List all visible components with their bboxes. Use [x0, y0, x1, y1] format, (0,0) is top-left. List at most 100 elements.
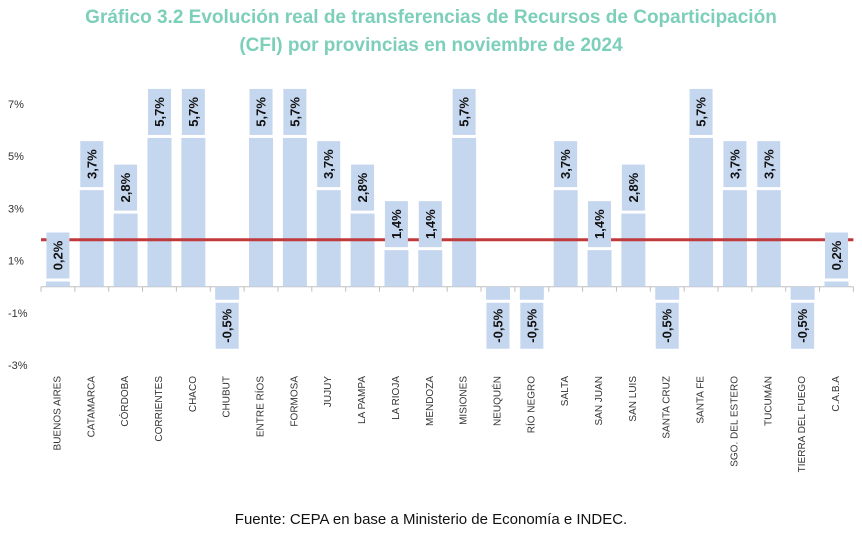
- bar-chart: 7% 5% 3% 1% -1% -3% 0,2% 3,7% 2,8% 5,7% 5,7% -0,5%…: [8, 88, 854, 473]
- data-label: 3,7%: [321, 149, 336, 179]
- data-label: 5,7%: [457, 97, 472, 127]
- bar: [45, 281, 70, 287]
- x-tick-label: TUCUMÁN: [761, 376, 774, 426]
- bar: [689, 137, 714, 287]
- x-tick-label: NEUQUÉN: [490, 376, 503, 426]
- data-label-box: [723, 141, 747, 188]
- source-note: Fuente: CEPA en base a Ministerio de Eco…: [234, 511, 628, 528]
- x-tick-label: MISIONES: [459, 376, 470, 425]
- data-label-box: [486, 302, 510, 349]
- x-tick-label: SAN LUIS: [628, 376, 639, 422]
- data-label: 3,7%: [761, 149, 776, 179]
- data-label: -0,5%: [524, 308, 539, 342]
- bar: [621, 213, 646, 287]
- y-axis: 7% 5% 3% 1% -1% -3%: [8, 99, 854, 372]
- x-tick-label: LA PAMPA: [357, 376, 368, 424]
- chart-subtitle: (CFI) por provincias en noviembre de 202…: [239, 35, 623, 56]
- data-label-box: [147, 88, 171, 135]
- bar: [452, 137, 477, 287]
- bar: [249, 137, 274, 287]
- x-tick-label: SANTA CRUZ: [662, 376, 673, 439]
- bar: [147, 137, 172, 287]
- bar: [655, 286, 680, 300]
- data-label: 1,4%: [423, 209, 438, 239]
- data-label-box: [80, 141, 104, 188]
- x-tick-label: C.A.B.A: [831, 376, 842, 412]
- data-label: 0,2%: [50, 240, 65, 270]
- data-label-box: [554, 141, 578, 188]
- data-label: -0,5%: [490, 308, 505, 342]
- data-label-box: [520, 302, 544, 349]
- y-tick-label: 1%: [8, 256, 24, 268]
- x-tick-label: BUENOS AIRES: [52, 376, 63, 451]
- data-labels-group: 0,2% 3,7% 2,8% 5,7% 5,7% -0,5% 5,7% 5,7% 3,7% 2,8…: [46, 88, 848, 349]
- data-label: 5,7%: [152, 97, 167, 127]
- data-label: 1,4%: [592, 209, 607, 239]
- bar: [519, 286, 544, 300]
- data-label: 3,7%: [84, 149, 99, 179]
- bar: [384, 250, 409, 287]
- y-tick-label: 5%: [8, 151, 24, 163]
- data-label: -0,5%: [220, 308, 235, 342]
- data-label-box: [689, 88, 713, 135]
- x-tick-label: CORRIENTES: [154, 376, 165, 442]
- data-label-box: [181, 88, 205, 135]
- x-tick-label: ENTRE RÍOS: [254, 376, 267, 437]
- data-label-box: [655, 302, 679, 349]
- bar: [215, 286, 240, 300]
- data-label-box: [588, 201, 612, 248]
- bar: [587, 250, 612, 287]
- x-tick-label: SGO. DEL ESTERO: [729, 376, 740, 467]
- y-tick-label: 3%: [8, 203, 24, 215]
- x-tick-label: SAN JUAN: [594, 376, 605, 425]
- data-label: -0,5%: [795, 308, 810, 342]
- x-tick-label: TIERRA DEL FUEGO: [797, 376, 808, 473]
- data-label-box: [418, 201, 442, 248]
- x-tick-label: LA RIOJA: [391, 376, 402, 420]
- bar: [181, 137, 206, 287]
- data-label: 2,8%: [626, 172, 641, 202]
- data-label: 5,7%: [287, 97, 302, 127]
- data-label-box: [621, 164, 645, 211]
- bar: [350, 213, 375, 287]
- y-tick-label: 7%: [8, 99, 24, 111]
- x-tick-label: SALTA: [560, 376, 571, 407]
- x-tick-label: FORMOSA: [289, 376, 300, 427]
- x-tick-label: CHACO: [188, 376, 199, 412]
- bar: [485, 286, 510, 300]
- data-label: 1,4%: [389, 209, 404, 239]
- x-tick-label: CATAMARCA: [86, 376, 97, 438]
- bar: [418, 250, 443, 287]
- chart-title: Gráfico 3.2 Evolución real de transferen…: [85, 7, 777, 28]
- data-label: -0,5%: [660, 308, 675, 342]
- data-label-box: [249, 88, 273, 135]
- x-axis: BUENOS AIRES CATAMARCA CÓRDOBA CORRIENTES CH…: [52, 376, 842, 473]
- x-tick-label: JUJUY: [323, 376, 334, 407]
- data-label-box: [215, 302, 239, 349]
- data-label-box: [384, 201, 408, 248]
- data-label: 2,8%: [355, 172, 370, 202]
- x-tick-label: MENDOZA: [425, 376, 436, 426]
- data-label-box: [114, 164, 138, 211]
- data-label: 5,7%: [254, 97, 269, 127]
- data-label-box: [351, 164, 375, 211]
- bar: [113, 213, 138, 287]
- data-label: 5,7%: [694, 97, 709, 127]
- data-label-box: [791, 302, 815, 349]
- data-label-box: [317, 141, 341, 188]
- x-tick-label: SANTA FE: [696, 376, 707, 424]
- data-label-box: [283, 88, 307, 135]
- y-tick-label: -1%: [8, 308, 28, 320]
- data-label-box: [452, 88, 476, 135]
- x-tick-label: CÓRDOBA: [118, 376, 131, 427]
- data-label: 2,8%: [118, 172, 133, 202]
- data-label: 3,7%: [558, 149, 573, 179]
- x-tick-label: RÍO NEGRO: [524, 376, 537, 433]
- bar: [790, 286, 815, 300]
- data-label: 5,7%: [186, 97, 201, 127]
- bar: [824, 281, 849, 287]
- data-label-box: [824, 232, 848, 279]
- data-label-box: [757, 141, 781, 188]
- data-label-box: [46, 232, 70, 279]
- data-label: 0,2%: [829, 240, 844, 270]
